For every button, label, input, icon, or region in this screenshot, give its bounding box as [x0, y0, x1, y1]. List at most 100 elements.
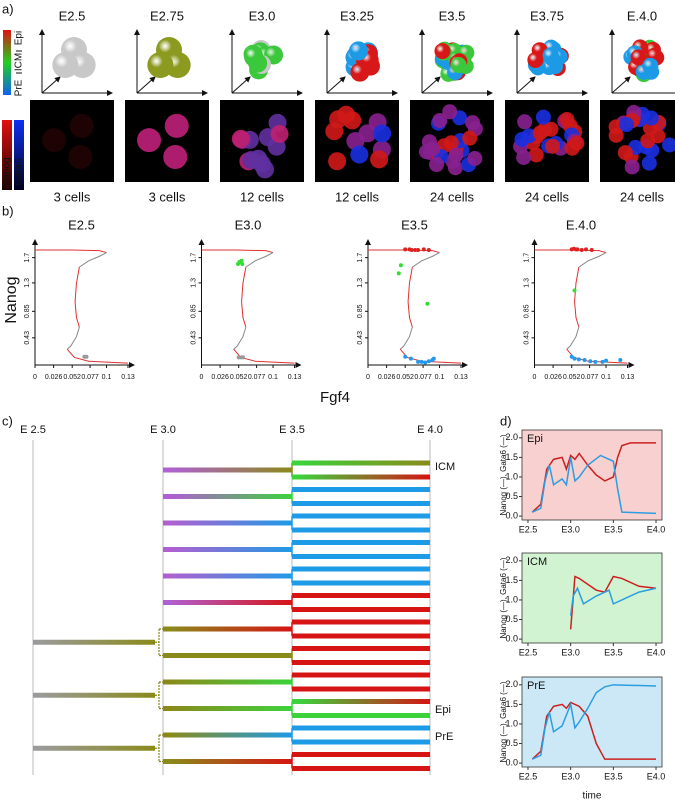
stage-label: E2.75: [150, 8, 184, 23]
y-tick-label: 1.3: [357, 278, 364, 288]
lineage-branch: [163, 759, 292, 764]
chart-title: E3.5: [401, 217, 428, 232]
stage-label: E3.0: [249, 8, 276, 23]
y-tick-label: 1.3: [24, 278, 31, 288]
nucleus: [465, 115, 481, 131]
nucleus: [163, 144, 188, 169]
lineage-branch: [292, 607, 430, 612]
nucleus: [516, 149, 532, 165]
nucleus: [535, 109, 551, 125]
cell-sphere: [147, 51, 174, 78]
y-tick-label: 0.5: [505, 738, 518, 748]
nucleus: [643, 110, 659, 126]
axis-arrow: [231, 76, 251, 94]
expression-line: [531, 442, 657, 513]
cell-point: [416, 248, 421, 253]
steady-state-curve: [412, 252, 440, 268]
gata6-colorbar: [14, 120, 24, 190]
y-tick-label: 1.7: [190, 253, 197, 263]
fate-label: ICM: [435, 461, 455, 473]
x-tick-label: 0.026: [45, 374, 63, 381]
cell-point: [569, 354, 574, 359]
panel-label: a): [2, 1, 14, 16]
x-tick-label: E3.5: [604, 524, 623, 534]
nucleus: [337, 105, 356, 124]
lineage-branch: [292, 540, 430, 545]
cell-sphere: [434, 43, 451, 60]
stage-label: E3.75: [530, 8, 564, 23]
lineage-branch: [292, 619, 430, 625]
axis-arrow: [41, 76, 61, 94]
y-tick-label: 0.85: [24, 304, 31, 318]
steady-state-curve: [201, 249, 274, 254]
y-tick-label: 1.7: [357, 253, 364, 263]
cell-point: [84, 354, 89, 359]
axis-arrow: [326, 76, 346, 94]
lineage-branch: [163, 520, 292, 526]
chart-title: E2.5: [68, 217, 95, 232]
cell-sphere: [527, 51, 544, 68]
x-tick-label: 0: [200, 374, 204, 381]
cell-point: [604, 358, 609, 363]
nucleus: [350, 145, 369, 164]
lineage-branch: [292, 699, 430, 704]
axis-arrow: [136, 76, 156, 94]
lineage-branch: [292, 566, 430, 572]
cell-point: [575, 247, 580, 252]
nucleus: [569, 135, 585, 151]
nucleus: [624, 159, 640, 175]
expression-line: [569, 575, 657, 630]
steady-state-curve: [233, 348, 295, 364]
x-tick-label: E4.0: [647, 524, 666, 534]
stage-label: E2.5: [59, 8, 86, 23]
y-axis-label: Nanog: [3, 276, 20, 323]
x-tick-label: 0.052: [230, 374, 248, 381]
cell-sphere: [52, 51, 79, 78]
y-tick-label: 0.0: [505, 757, 518, 767]
x-tick-label: 0.077: [81, 374, 99, 381]
y-axis-label: Nanog (—), Gata6 (—): [499, 681, 508, 762]
x-tick-label: 0.1: [435, 374, 445, 381]
lineage-branch: [33, 692, 155, 698]
nucleus: [270, 124, 289, 143]
y-tick-label: 1.3: [523, 278, 530, 288]
y-tick-label: 2.0: [505, 555, 518, 565]
lineage-branch: [163, 494, 292, 499]
reporter-scale-label: Nanog: [2, 157, 13, 186]
cell-point: [576, 357, 581, 362]
time-label: E 4.0: [417, 424, 443, 436]
steady-state-curve: [399, 326, 413, 350]
lineage-branch: [163, 653, 292, 658]
y-tick-label: 1.0: [505, 471, 518, 481]
cell-point: [408, 356, 413, 361]
y-axis-label: Nanog (—), Gata6 (—): [499, 557, 508, 638]
lineage-branch: [292, 725, 430, 731]
lineage-branch: [33, 639, 155, 645]
expression-line: [531, 684, 657, 760]
cell-point: [403, 247, 408, 252]
steady-state-curve: [566, 326, 580, 350]
nucleus: [641, 155, 657, 171]
fate-scale-label: ICM: [14, 53, 25, 71]
cell-point: [579, 248, 584, 253]
cell-point: [416, 359, 421, 364]
lineage-branch: [163, 679, 292, 685]
lineage-branch: [292, 752, 430, 757]
time-label: E 2.5: [20, 424, 46, 436]
nucleus: [559, 112, 575, 128]
panel-label: d): [500, 413, 512, 428]
x-tick-label: 0.1: [601, 374, 611, 381]
steady-state-curve: [566, 348, 628, 364]
cell-point: [426, 248, 431, 253]
x-tick-label: E4.0: [647, 771, 666, 781]
cell-point: [239, 258, 244, 263]
y-tick-label: 0.0: [505, 510, 518, 520]
x-tick-label: E3.0: [561, 771, 580, 781]
y-tick-label: 1.7: [523, 253, 530, 263]
expression-line: [531, 454, 657, 515]
lineage-branch: [292, 672, 430, 678]
lineage-branch: [163, 467, 292, 473]
steady-state-curve: [35, 249, 107, 254]
steady-state-curve: [66, 326, 80, 350]
nucleus: [528, 147, 544, 163]
